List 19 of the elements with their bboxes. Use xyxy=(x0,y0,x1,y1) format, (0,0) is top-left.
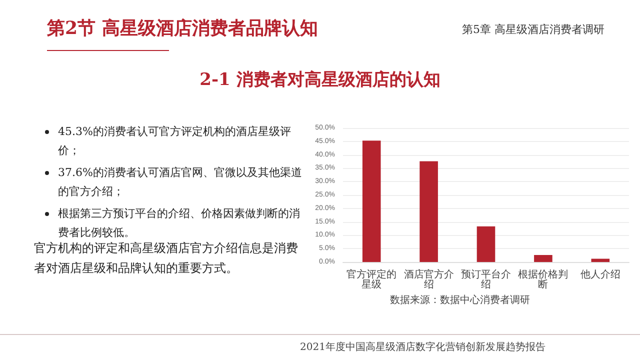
text: 37.6%的消费者认可酒店官网、官微以及其他渠道的官方介绍； xyxy=(58,166,302,198)
chart-title: 2-1 消费者对高星级酒店的认知 xyxy=(198,69,442,91)
x-tick-label: 预订平台介绍 xyxy=(461,268,511,290)
bar xyxy=(362,140,381,262)
bar xyxy=(420,161,438,262)
text: 根据第三方预订平台的介绍、价格因素做判断的消费者比例较低。 xyxy=(58,207,300,239)
x-tick-label: 他人介绍 xyxy=(580,268,620,280)
x-tick-label: 根据价格判断 xyxy=(518,268,568,290)
x-tick-label: 酒店官方介绍 xyxy=(404,268,454,290)
bar xyxy=(534,255,552,262)
bar xyxy=(476,226,496,262)
text: 2021年度中国高星级酒店数字化营销创新发展趋势报告 xyxy=(300,340,546,354)
bar xyxy=(591,258,610,262)
text: 官方机构的评定和高星级酒店官方介绍信息是消费者对酒店星级和品牌认知的重要方式。 xyxy=(34,240,299,277)
source-note: 数据来源：数据中心消费者调研 xyxy=(389,294,531,307)
text: 第5章 高星级酒店消费者调研 xyxy=(462,22,604,37)
text: 第2节 高星级酒店消费者品牌认知 xyxy=(47,17,318,40)
x-tick-label: 官方评定的星级 xyxy=(346,268,397,290)
text: 45.3%的消费者认可官方评定机构的酒店星级评价； xyxy=(58,125,291,157)
